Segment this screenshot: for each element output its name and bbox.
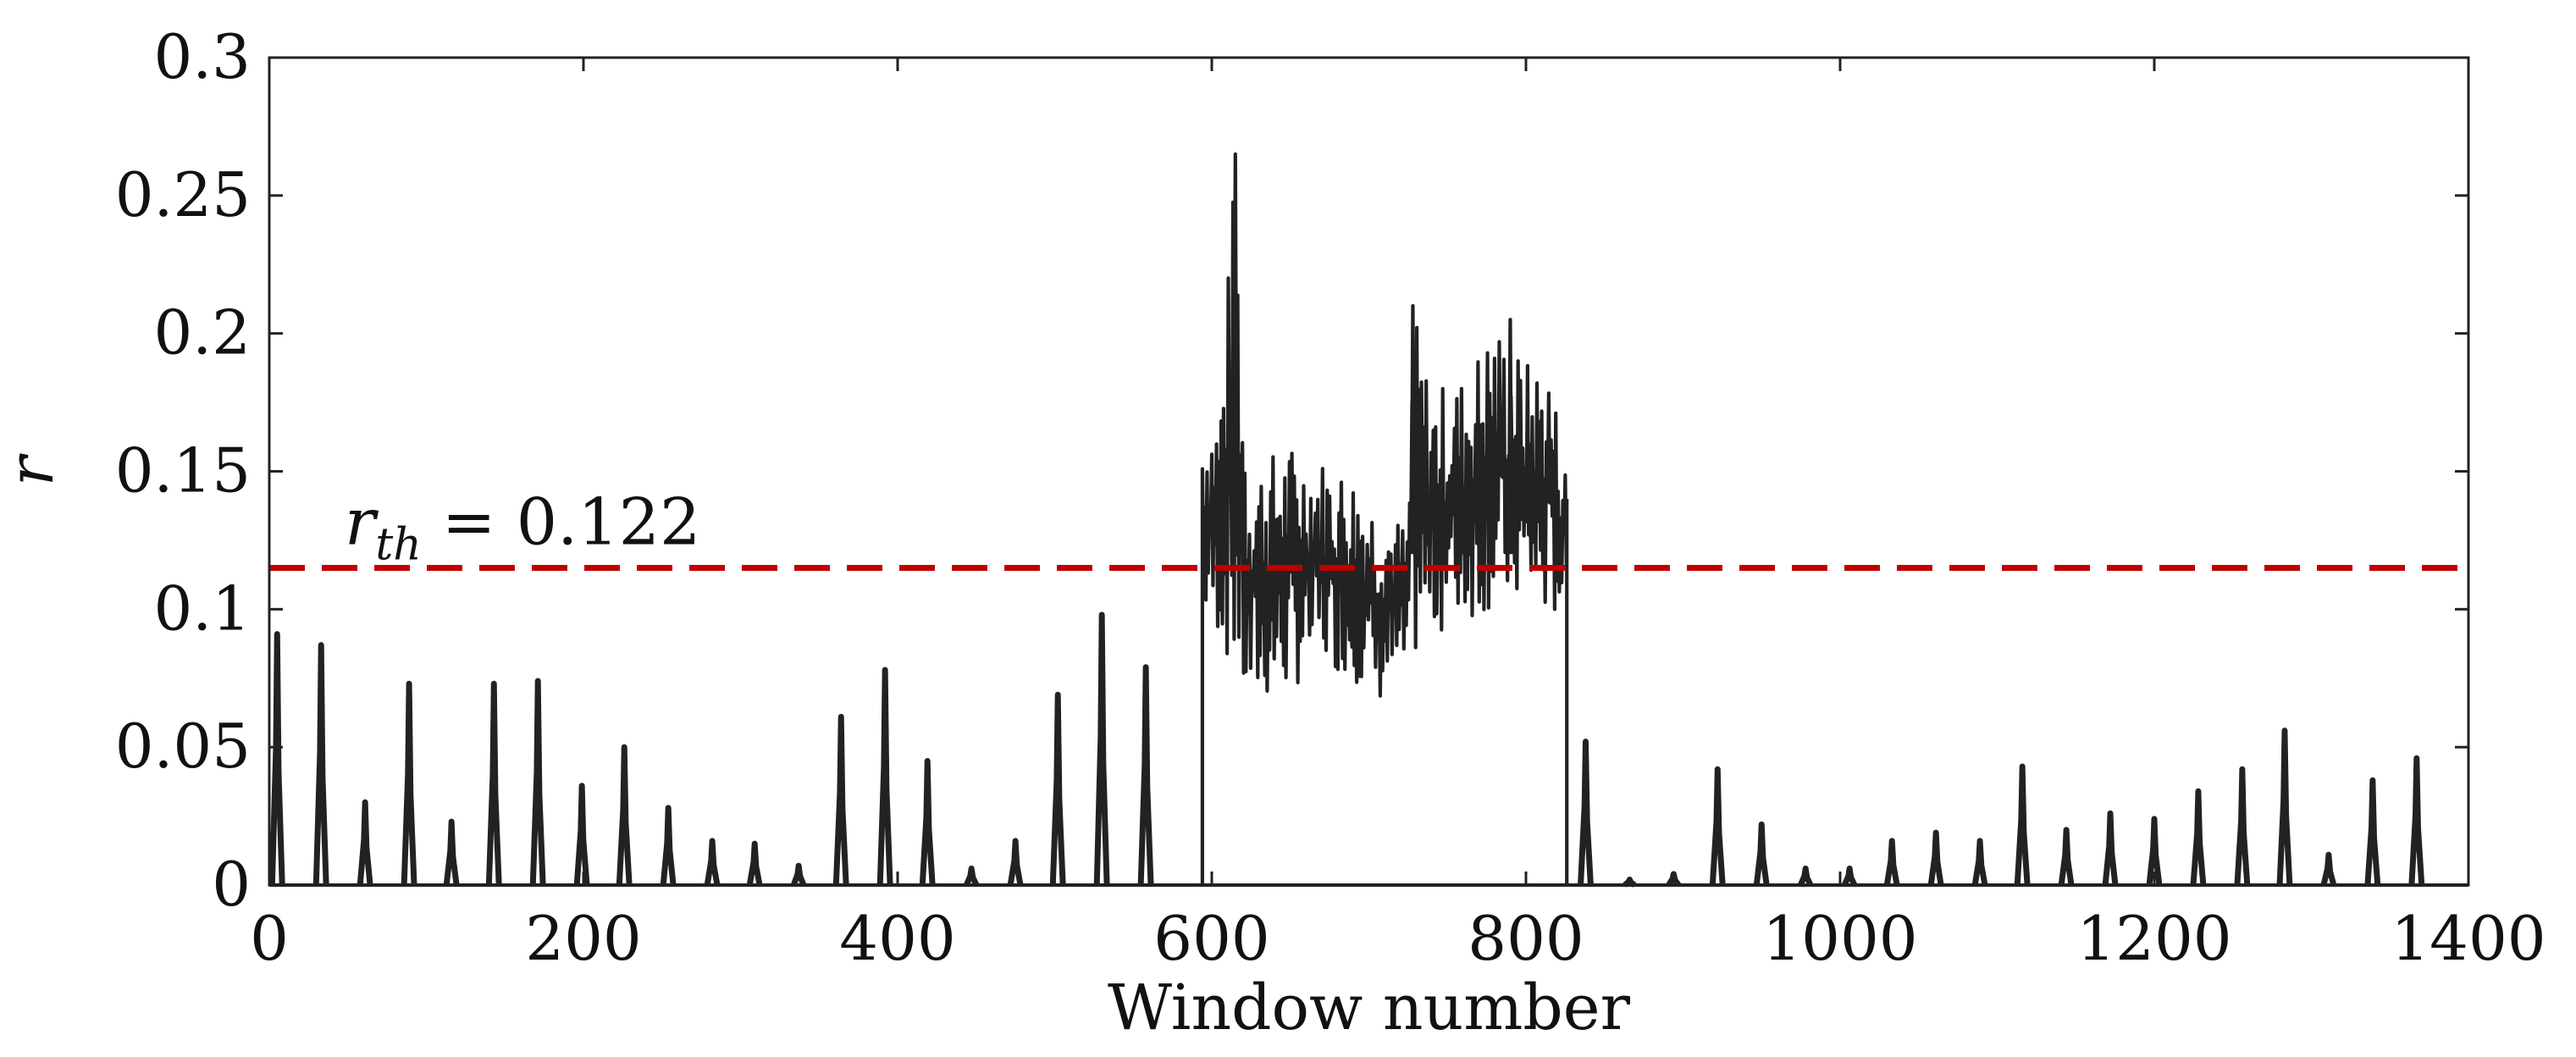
- x-tick-label: 1400: [2391, 903, 2546, 974]
- dense-series-segment: [1200, 152, 1569, 886]
- spike-point: [616, 744, 633, 886]
- spike-point: [2364, 777, 2381, 886]
- x-tick-label: 1000: [1762, 903, 1917, 974]
- spike-point: [704, 838, 721, 886]
- spike-point: [1007, 838, 1024, 886]
- plot-frame: [268, 56, 2470, 887]
- spike-point: [1093, 612, 1110, 886]
- spike-point: [660, 805, 677, 886]
- spike-point: [1798, 865, 1814, 887]
- threshold-label-value: = 0.122: [422, 484, 701, 559]
- threshold-label-main: r: [345, 484, 379, 559]
- spike-point: [2276, 728, 2293, 886]
- spike-point: [1709, 766, 1726, 886]
- y-tick-label: 0.25: [115, 159, 251, 230]
- x-tick-label: 200: [525, 903, 641, 974]
- spike-point: [2320, 851, 2337, 886]
- x-tick-label: 800: [1468, 903, 1584, 974]
- spike-point: [529, 678, 546, 886]
- spike-point: [2234, 766, 2251, 886]
- y-tick-label: 0.3: [153, 21, 251, 92]
- spike-point: [268, 631, 285, 886]
- y-tick-label: 0: [212, 849, 251, 920]
- spike-point: [1927, 829, 1944, 886]
- spike-point: [443, 818, 460, 886]
- spike-point: [832, 713, 849, 886]
- spike-point: [876, 667, 893, 886]
- x-axis-label: Window number: [1108, 971, 1631, 1044]
- y-tick-label: 0.15: [115, 435, 251, 506]
- spike-point: [1666, 871, 1682, 888]
- spike-point: [2058, 827, 2075, 886]
- spike-point: [401, 680, 417, 886]
- y-tick-label: 0.05: [115, 711, 251, 782]
- spike-point: [746, 840, 763, 886]
- x-tick-label: 400: [839, 903, 955, 974]
- spike-point: [2014, 763, 2031, 886]
- y-tick-label: 0.1: [153, 573, 251, 644]
- spike-point: [1883, 838, 1900, 886]
- spike-point: [790, 862, 807, 887]
- spike-point: [1622, 876, 1637, 888]
- spike-point: [2102, 810, 2119, 886]
- threshold-label-sub: th: [375, 519, 421, 570]
- threshold-label: rth = 0.122: [345, 484, 700, 570]
- spike-point: [357, 799, 373, 886]
- spike-point: [573, 783, 590, 886]
- spike-point: [1137, 664, 1154, 886]
- x-tick-label: 1200: [2076, 903, 2231, 974]
- spike-point: [1578, 739, 1594, 886]
- spike-point: [964, 865, 980, 887]
- spike-point: [919, 757, 936, 886]
- y-tick-label: 0.2: [153, 297, 251, 368]
- spike-point: [2408, 755, 2425, 886]
- spike-point: [485, 680, 502, 886]
- spike-point: [2146, 816, 2163, 886]
- x-tick-label: 0: [250, 903, 289, 974]
- x-tick-label: 600: [1153, 903, 1269, 974]
- spike-point: [1841, 865, 1858, 887]
- spike-point: [1049, 691, 1066, 886]
- spike-point: [1971, 838, 1988, 886]
- spike-point: [312, 642, 329, 886]
- spike-point: [2190, 788, 2207, 886]
- spike-point: [1753, 821, 1770, 886]
- y-axis-label: r: [0, 452, 68, 486]
- ticks-layer: 0 200 400 600 800 1000 1200 1400 0 0.05 0.1 0.15 0.2…: [115, 21, 2546, 974]
